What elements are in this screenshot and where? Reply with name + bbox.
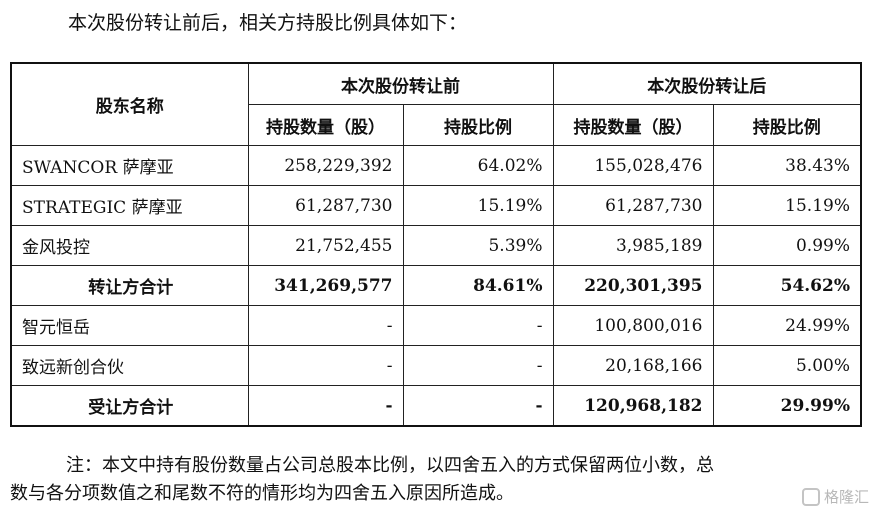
table-row: SWANCOR 萨摩亚 258,229,392 64.02% 155,028,476 3… <box>10 145 862 186</box>
cell-before-ratio: 84.61% <box>402 265 554 306</box>
cell-after-ratio: 54.62% <box>712 265 862 306</box>
footnote: 注：本文中持有股份数量占公司总股本比例，以四舍五入的方式保留两位小数，总 数与各… <box>10 452 860 508</box>
cell-before-ratio: - <box>402 385 554 427</box>
cell-after-ratio: 24.99% <box>712 305 862 346</box>
cell-after-ratio: 0.99% <box>712 225 862 266</box>
header-before-shares: 持股数量（股） <box>247 104 404 146</box>
cell-before-shares: 61,287,730 <box>247 185 404 226</box>
cell-before-ratio: 15.19% <box>402 185 554 226</box>
cell-after-ratio: 5.00% <box>712 345 862 386</box>
header-after-shares: 持股数量（股） <box>552 104 714 146</box>
cell-before-shares: 258,229,392 <box>247 145 404 186</box>
cell-after-ratio: 38.43% <box>712 145 862 186</box>
cell-after-shares: 100,800,016 <box>552 305 714 346</box>
watermark-text: 格隆汇 <box>823 488 869 506</box>
cell-after-shares: 220,301,395 <box>552 265 714 306</box>
cell-after-ratio: 15.19% <box>712 185 862 226</box>
shareholding-table: 股东名称 本次股份转让前 本次股份转让后 持股数量（股） 持股比例 持股数量（股… <box>10 62 862 427</box>
footnote-line-1: 注：本文中持有股份数量占公司总股本比例，以四舍五入的方式保留两位小数，总 <box>66 455 714 476</box>
header-after-ratio: 持股比例 <box>712 104 862 146</box>
table-row: 转让方合计 341,269,577 84.61% 220,301,395 54.62% <box>10 265 862 306</box>
cell-before-shares: - <box>247 305 404 346</box>
watermark: 格隆汇 <box>801 486 869 507</box>
cell-before-shares: - <box>247 345 404 386</box>
cell-before-ratio: 5.39% <box>402 225 554 266</box>
cell-after-shares: 120,968,182 <box>552 385 714 427</box>
cell-shareholder-name: SWANCOR 萨摩亚 <box>10 145 249 186</box>
cell-before-shares: - <box>247 385 404 427</box>
table-row: 受让方合计 - -120,968,182 29.99% <box>10 385 862 427</box>
cell-shareholder-name: 转让方合计 <box>10 265 249 306</box>
cell-after-shares: 3,985,189 <box>552 225 714 266</box>
watermark-logo-icon <box>801 487 820 506</box>
header-shareholder-name: 股东名称 <box>10 62 249 146</box>
cell-before-shares: 341,269,577 <box>247 265 404 306</box>
cell-after-shares: 155,028,476 <box>552 145 714 186</box>
cell-shareholder-name: 受让方合计 <box>10 385 249 427</box>
cell-after-ratio: 29.99% <box>712 385 862 427</box>
cell-shareholder-name: 智元恒岳 <box>10 305 249 346</box>
table-row: 致远新创合伙 - -20,168,166 5.00% <box>10 345 862 386</box>
table-row: STRATEGIC 萨摩亚 61,287,730 15.19% 61,287,730 1… <box>10 185 862 226</box>
cell-shareholder-name: 致远新创合伙 <box>10 345 249 386</box>
table-row: 智元恒岳 - -100,800,016 24.99% <box>10 305 862 346</box>
table-body: SWANCOR 萨摩亚 258,229,392 64.02% 155,028,476 3… <box>10 145 862 427</box>
cell-before-ratio: - <box>402 305 554 346</box>
table-row: 金风投控 21,752,455 5.39% 3,985,189 0.99% <box>10 225 862 266</box>
footnote-line-2: 数与各分项数值之和尾数不符的情形均为四舍五入原因所造成。 <box>10 483 514 504</box>
cell-before-ratio: - <box>402 345 554 386</box>
cell-after-shares: 20,168,166 <box>552 345 714 386</box>
cell-shareholder-name: 金风投控 <box>10 225 249 266</box>
cell-after-shares: 61,287,730 <box>552 185 714 226</box>
intro-text: 本次股份转让前后，相关方持股比例具体如下： <box>68 12 468 34</box>
cell-shareholder-name: STRATEGIC 萨摩亚 <box>10 185 249 226</box>
header-before-ratio: 持股比例 <box>402 104 554 146</box>
header-after-transfer: 本次股份转让后 <box>552 62 862 105</box>
cell-before-ratio: 64.02% <box>402 145 554 186</box>
header-before-transfer: 本次股份转让前 <box>247 62 554 105</box>
cell-before-shares: 21,752,455 <box>247 225 404 266</box>
